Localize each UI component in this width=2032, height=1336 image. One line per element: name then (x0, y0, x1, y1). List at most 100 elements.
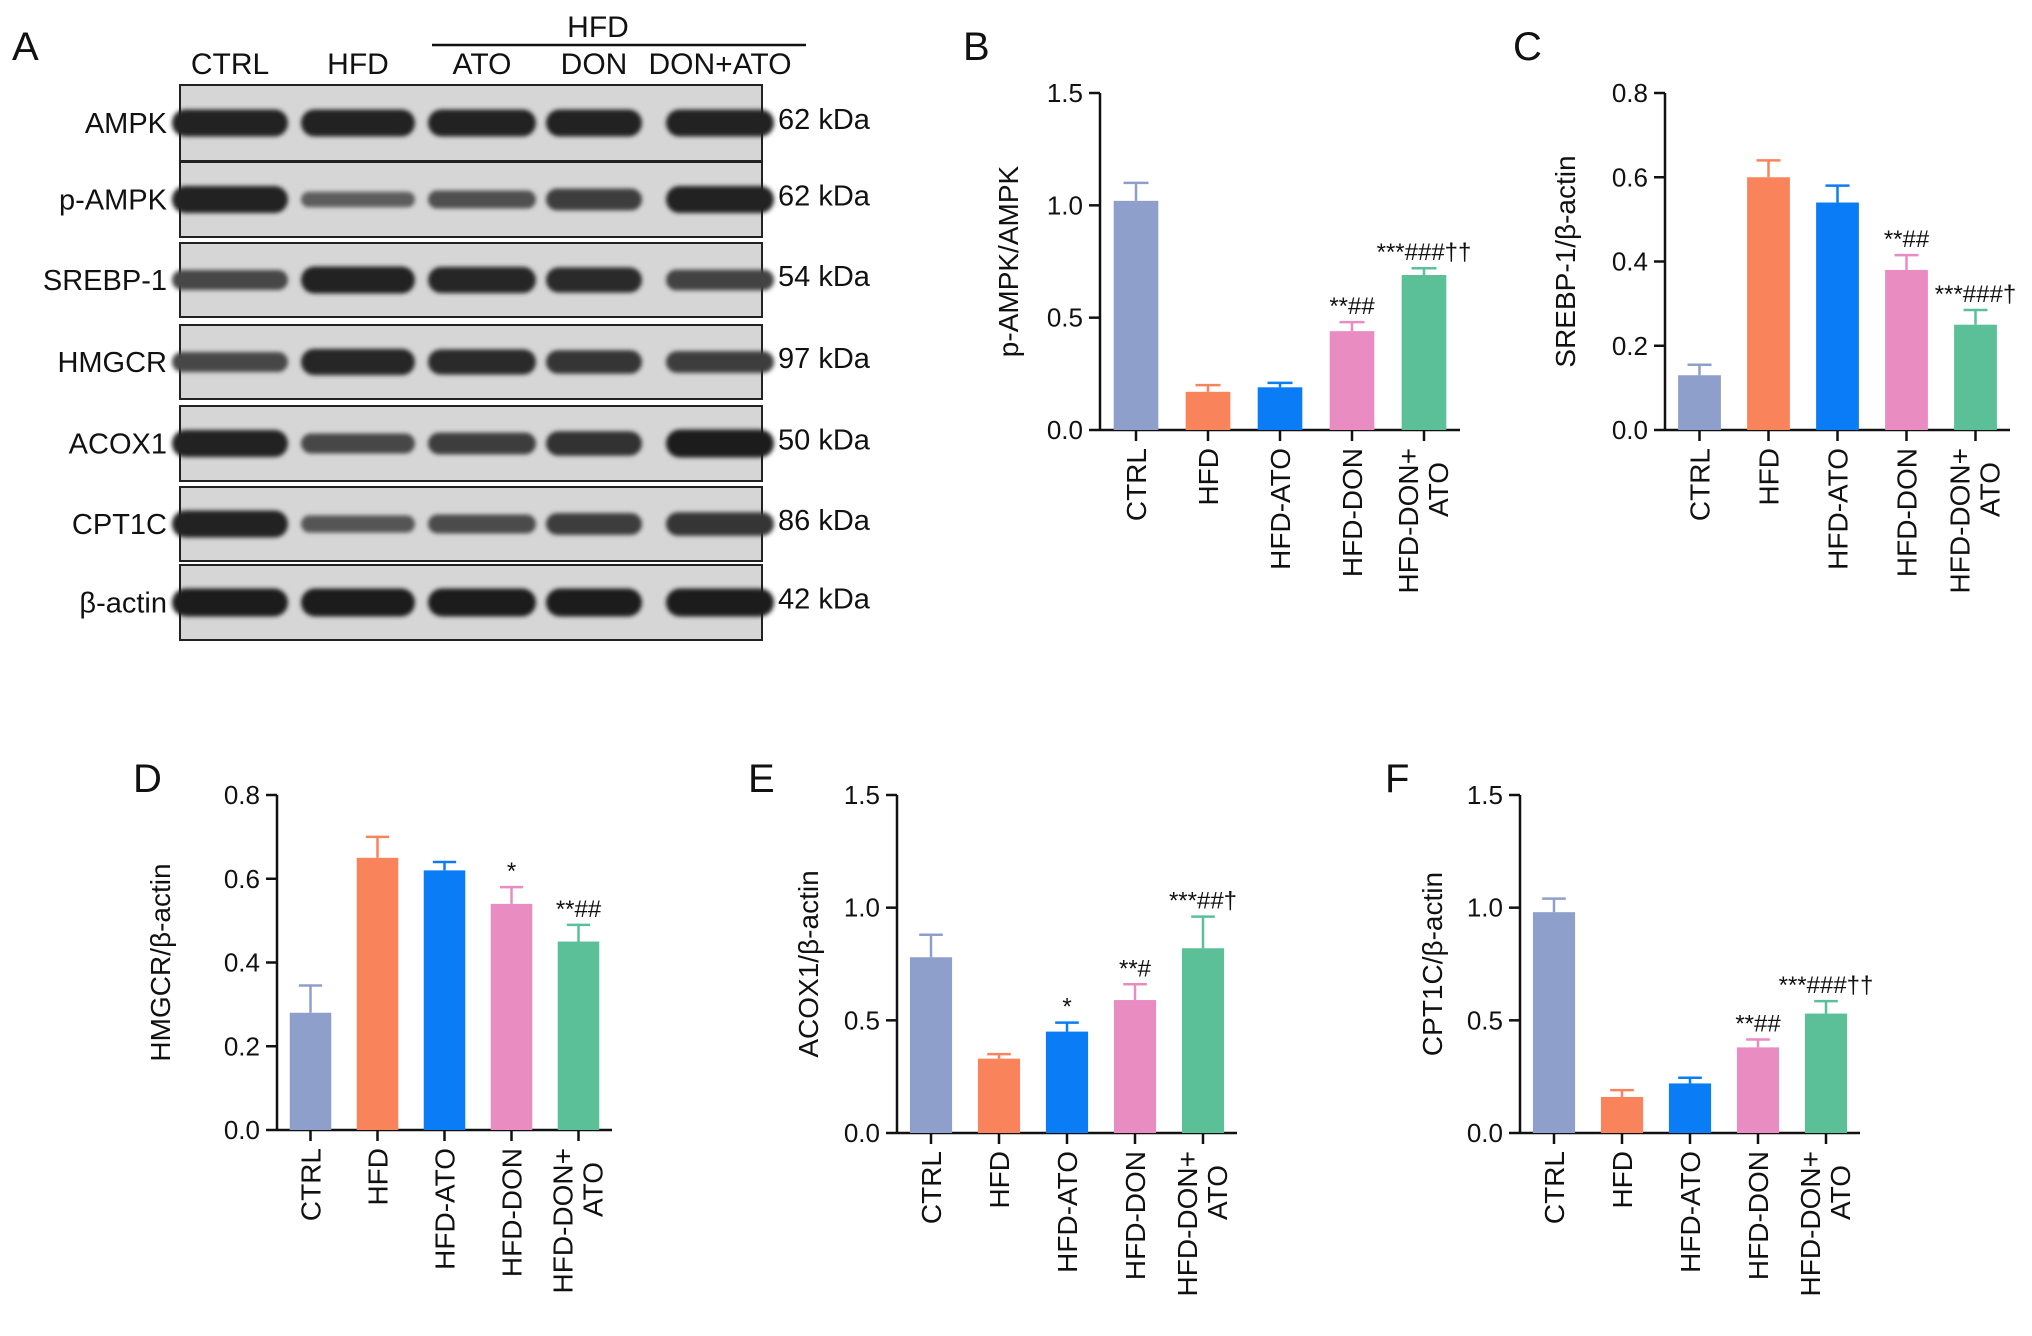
blot-band (546, 350, 642, 374)
bar (1113, 200, 1159, 430)
blot-row: HMGCR 97 kDa (57, 324, 871, 400)
significance-label: * (507, 858, 516, 885)
blot-kda-label: 42 kDa (778, 584, 871, 616)
x-tick-label: HFD-ATO (1823, 448, 1854, 570)
blot-band (172, 352, 288, 372)
x-tick-label-text: CTRL (1121, 448, 1152, 521)
x-tick-label: HFD (1607, 1151, 1638, 1209)
y-tick-label: 1.5 (1047, 78, 1083, 108)
bar (1816, 202, 1859, 430)
blot-lane-label: DON (561, 48, 628, 81)
x-tick-label-text: HFD-ATO (430, 1148, 461, 1270)
x-tick-label: HFD-DON (1892, 448, 1923, 577)
y-axis-label: SREBP-1/β-actin (1550, 155, 1581, 367)
blot-band (428, 514, 536, 534)
x-tick-label-line: ATO (1423, 462, 1454, 517)
blot-band (172, 185, 288, 214)
x-tick-label: HFD (984, 1151, 1015, 1209)
blot-band (428, 190, 536, 209)
x-tick-label-text: HFD (1607, 1151, 1638, 1209)
bar (1736, 1047, 1780, 1133)
significance-label: **## (1329, 293, 1375, 320)
y-tick-label: 0.6 (1612, 162, 1648, 192)
blot-kda-label: 62 kDa (778, 104, 871, 136)
blot-lane-label: HFD (327, 48, 389, 81)
y-tick-label: 0.0 (1467, 1118, 1503, 1148)
y-tick-label: 0.0 (844, 1118, 880, 1148)
bar (423, 870, 466, 1130)
x-tick-label-line: ATO (578, 1162, 609, 1217)
x-tick-label-text: HFD-DON (497, 1148, 528, 1277)
blot-band (172, 429, 288, 458)
bar (1747, 177, 1790, 430)
blot-row: CPT1C 86 kDa (72, 486, 871, 562)
x-tick-label-line: ATO (1825, 1165, 1856, 1220)
y-tick-label: 0.2 (1612, 331, 1648, 361)
blot-band (172, 109, 288, 137)
significance-label: ***###† (1935, 281, 2016, 308)
x-tick-label-line: HFD-DON+ (1172, 1151, 1203, 1296)
bar (1113, 1000, 1157, 1133)
y-tick-label: 0.2 (224, 1031, 260, 1061)
blot-lane-label: CTRL (191, 48, 269, 81)
y-tick-label: 0.0 (1047, 415, 1083, 445)
x-tick-label-line: HFD-DON+ (1945, 448, 1976, 593)
blot-row-label: β-actin (79, 588, 167, 620)
blot-band (546, 267, 642, 293)
x-tick-label-text: CTRL (296, 1148, 327, 1221)
blot-lane-label: DON+ATO (648, 48, 791, 81)
blot-band (666, 429, 774, 458)
x-tick-label: CTRL (1685, 448, 1716, 521)
y-tick-label: 0.4 (1612, 247, 1648, 277)
bar (909, 957, 953, 1133)
x-tick-label-text: CTRL (916, 1151, 947, 1224)
x-tick-label: CTRL (916, 1151, 947, 1224)
blot-band (301, 191, 415, 208)
significance-label: ***###†† (1377, 239, 1472, 266)
blot-band (428, 109, 536, 137)
bar (289, 1012, 332, 1130)
x-tick-label-text: HFD (1754, 448, 1785, 506)
x-tick-label-text: CTRL (1539, 1151, 1570, 1224)
x-tick-label: HFD-DON+ ATO (1795, 1151, 1856, 1296)
bar (1181, 948, 1225, 1133)
x-tick-label-line: HFD-DON+ (1795, 1151, 1826, 1296)
blot-band (301, 109, 415, 137)
chart-panel-d: D 0.0 0.2 0.4 0.6 0.8 HMGCR/β-actin CTRL HFD HFD… (133, 757, 612, 1293)
x-tick-label: HFD-ATO (1052, 1151, 1083, 1273)
y-axis-label: ACOX1/β-actin (793, 870, 824, 1057)
x-tick-label-text: HFD (1193, 448, 1224, 506)
bar (356, 857, 399, 1130)
blot-row-label: HMGCR (57, 347, 167, 379)
panel-letter-e: E (748, 757, 775, 801)
blot-row: ACOX1 50 kDa (69, 405, 871, 482)
blot-row-label: CPT1C (72, 509, 167, 541)
chart-panel-c: C 0.0 0.2 0.4 0.6 0.8 SREBP-1/β-actin CTRL HFD H… (1513, 25, 2016, 593)
y-tick-label: 0.0 (1612, 415, 1648, 445)
y-tick-label: 1.5 (1467, 780, 1503, 810)
bar (1045, 1031, 1089, 1133)
blot-band (172, 510, 288, 538)
blot-band (546, 109, 642, 137)
x-tick-label-line: HFD-DON+ (1393, 448, 1424, 593)
western-blot-panel: A HFD CTRL HFD ATO DON DON+ATO AMPK 62 kDap-A… (12, 11, 871, 641)
blot-band (546, 588, 642, 617)
x-tick-label: HFD-ATO (1265, 448, 1296, 570)
chart-panel-b: B 0.0 0.5 1.0 1.5 p-AMPK/AMPK CTRL HFD HFD-ATO *… (963, 25, 1471, 593)
y-tick-label: 1.0 (1047, 190, 1083, 220)
blot-band (172, 588, 288, 617)
bar (977, 1058, 1021, 1133)
blot-row-label: ACOX1 (69, 429, 167, 461)
y-tick-label: 1.5 (844, 780, 880, 810)
y-axis-label: HMGCR/β-actin (145, 863, 176, 1061)
x-tick-label-text: HFD-ATO (1675, 1151, 1706, 1273)
y-tick-label: 1.0 (844, 893, 880, 923)
x-tick-label-text: HFD-ATO (1265, 448, 1296, 570)
x-tick-label: CTRL (1539, 1151, 1570, 1224)
blot-band (172, 270, 288, 290)
blot-row-label: AMPK (85, 108, 168, 140)
blot-band (666, 512, 774, 536)
blot-band (428, 588, 536, 617)
panel-letter-f: F (1385, 757, 1409, 801)
